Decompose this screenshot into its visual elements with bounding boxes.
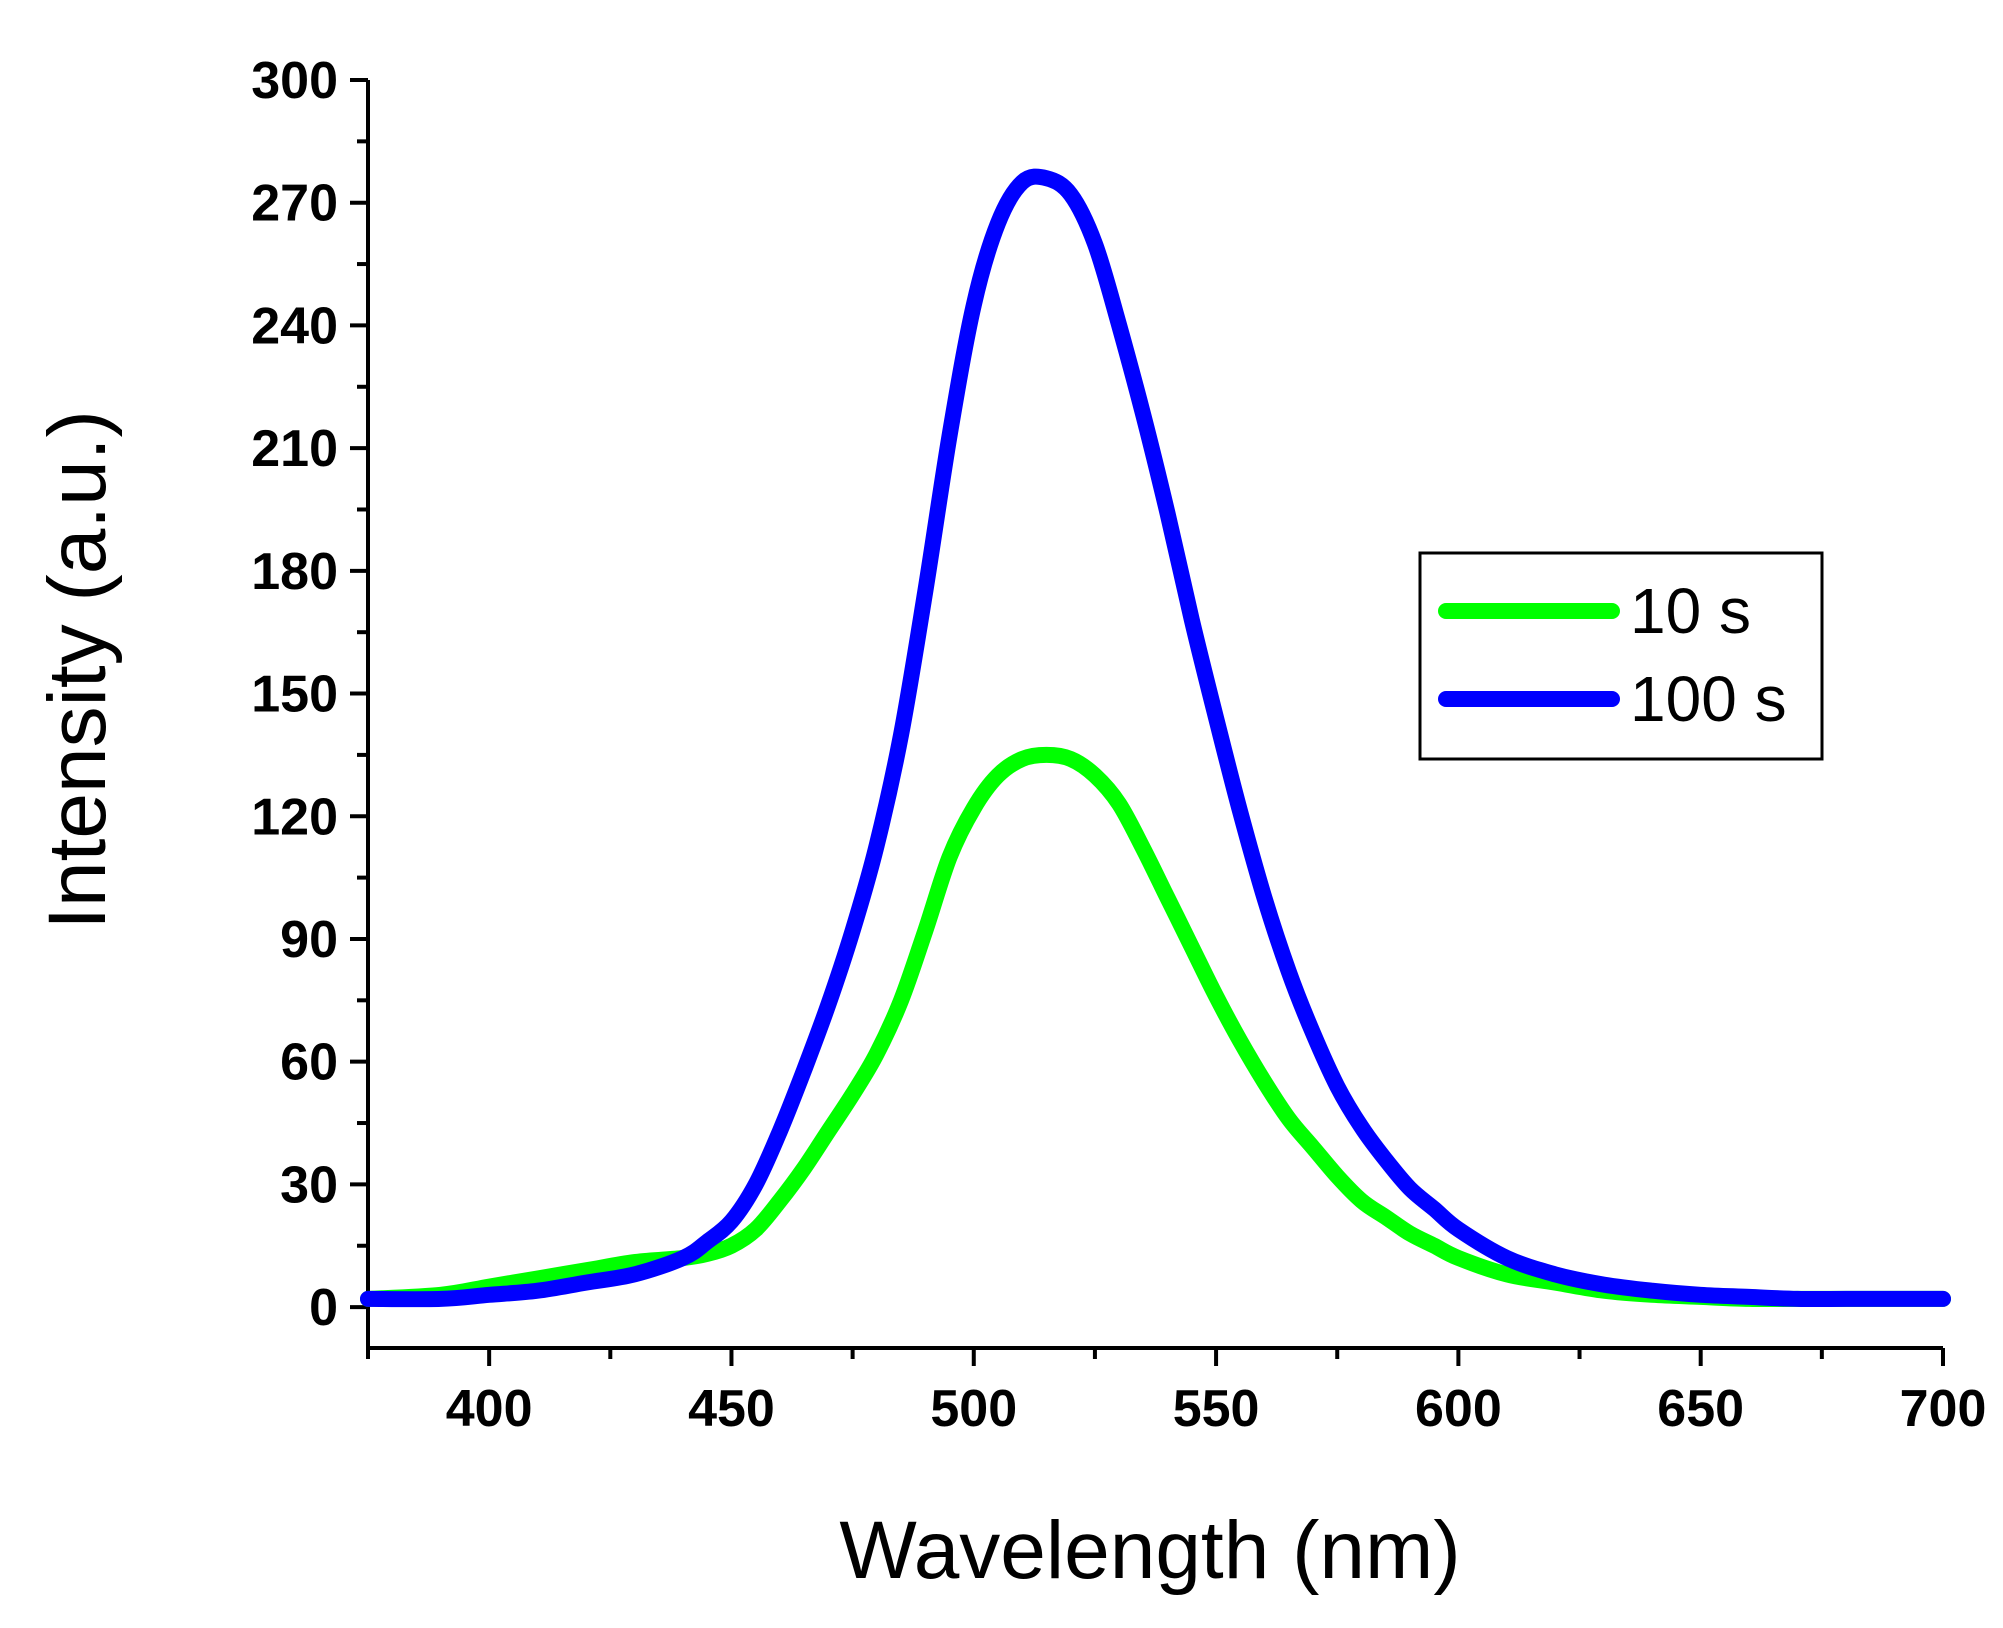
y-tick-label: 120 (251, 788, 338, 846)
y-tick-label: 0 (309, 1279, 338, 1337)
x-axis-ticks: 400 450 500 550 600 650 700 (366, 1348, 1987, 1438)
legend-label-10s: 10 s (1630, 575, 1751, 647)
y-tick-label: 60 (280, 1034, 338, 1092)
series-line-100s (360, 168, 1951, 1308)
y-tick-label: 210 (251, 420, 338, 478)
y-axis-ticks: 0 30 60 90 120 150 180 210 240 270 300 (251, 52, 368, 1337)
y-tick-label: 300 (251, 52, 338, 110)
y-tick-label: 150 (251, 666, 338, 724)
x-tick-label: 450 (688, 1380, 775, 1438)
x-tick-label: 400 (446, 1380, 533, 1438)
legend-label-100s: 100 s (1630, 663, 1787, 735)
series-lines (360, 168, 1951, 1308)
x-tick-label: 600 (1415, 1380, 1502, 1438)
y-tick-label: 180 (251, 543, 338, 601)
axes (366, 80, 1943, 1350)
y-tick-label: 90 (280, 911, 338, 969)
y-tick-label: 240 (251, 297, 338, 355)
x-tick-label: 550 (1173, 1380, 1260, 1438)
x-tick-label: 500 (930, 1380, 1017, 1438)
y-tick-label: 30 (280, 1156, 338, 1214)
x-axis-title: Wavelength (nm) (839, 1505, 1460, 1596)
x-tick-label: 650 (1657, 1380, 1744, 1438)
x-tick-label: 700 (1900, 1380, 1987, 1438)
y-axis-title: Intensity (a.u.) (32, 410, 123, 930)
legend-box (1418, 551, 1824, 761)
series-line-10s (360, 746, 1951, 1308)
legend: 10 s 100 s (1418, 551, 1824, 761)
y-tick-label: 270 (251, 175, 338, 233)
